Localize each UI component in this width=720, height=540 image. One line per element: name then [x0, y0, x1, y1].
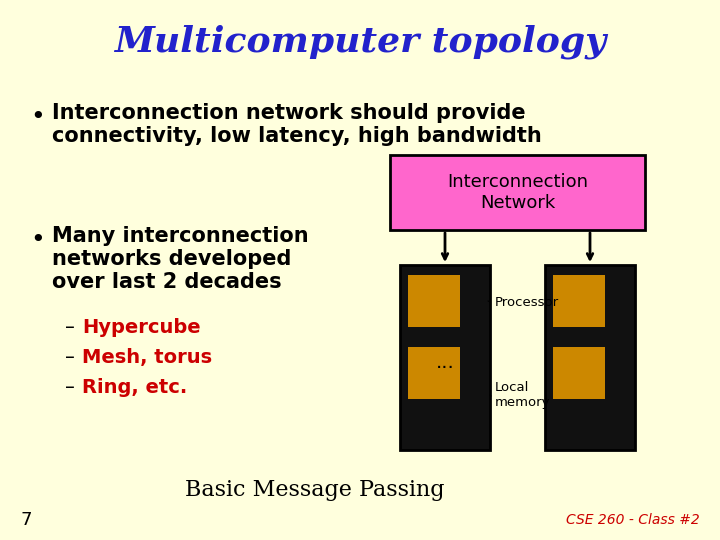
Text: Many interconnection
networks developed
over last 2 decades: Many interconnection networks developed …	[52, 226, 309, 292]
Text: –: –	[65, 348, 75, 367]
Text: Mesh, torus: Mesh, torus	[82, 348, 212, 367]
Text: •: •	[30, 228, 45, 252]
Text: Basic Message Passing Multicomputer: Basic Message Passing Multicomputer	[0, 539, 1, 540]
Bar	[553, 347, 605, 399]
Bar	[545, 265, 635, 450]
Bar	[408, 275, 460, 327]
Text: CSE 260 - Class #2: CSE 260 - Class #2	[566, 513, 700, 527]
Text: •: •	[30, 105, 45, 129]
Text: Processor: Processor	[495, 296, 559, 309]
Bar	[408, 347, 460, 399]
Text: –: –	[65, 378, 75, 397]
Text: 7: 7	[20, 511, 32, 529]
Text: Interconnection network should provide
connectivity, low latency, high bandwidth: Interconnection network should provide c…	[52, 103, 541, 146]
FancyBboxPatch shape	[390, 155, 645, 230]
Text: –: –	[65, 318, 75, 337]
Text: Ring, etc.: Ring, etc.	[82, 378, 187, 397]
Text: Multicomputer: Multicomputer	[0, 539, 1, 540]
Bar	[553, 275, 605, 327]
Text: Hypercube: Hypercube	[82, 318, 201, 337]
Text: Basic Message Passing Multicomputer: Basic Message Passing Multicomputer	[0, 539, 1, 540]
Text: Multicomputer topology: Multicomputer topology	[114, 25, 606, 59]
Text: Local
memory: Local memory	[495, 381, 551, 409]
Text: ...: ...	[436, 354, 454, 373]
Text: Basic Message Passing: Basic Message Passing	[185, 479, 451, 501]
Bar	[400, 265, 490, 450]
Text: Interconnection
Network: Interconnection Network	[447, 173, 588, 212]
